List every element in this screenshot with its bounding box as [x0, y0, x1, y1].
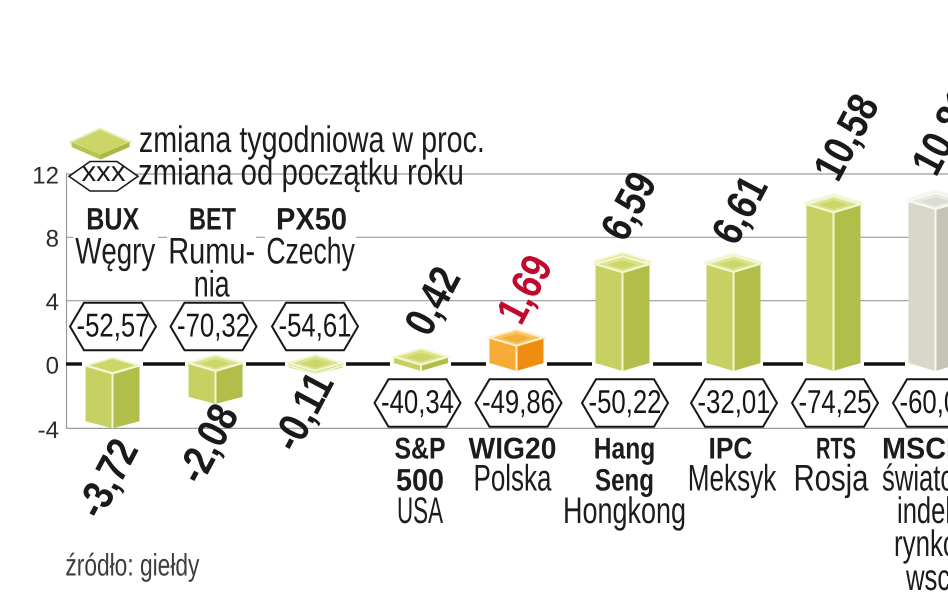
svg-text:-60,02: -60,02 [900, 383, 948, 420]
svg-text:PX50: PX50 [276, 202, 347, 237]
svg-text:Seng: Seng [595, 463, 654, 498]
svg-text:-32,01: -32,01 [698, 383, 771, 420]
svg-text:4: 4 [46, 289, 59, 316]
svg-text:-49,86: -49,86 [482, 383, 555, 420]
svg-text:0: 0 [46, 353, 59, 380]
svg-text:xxx: xxx [82, 156, 126, 187]
svg-text:BET: BET [189, 202, 236, 237]
svg-text:Rumu-: Rumu- [168, 231, 255, 272]
svg-text:BUX: BUX [86, 202, 139, 237]
svg-text:S&P: S&P [395, 433, 446, 466]
svg-text:Meksyk: Meksyk [688, 458, 777, 499]
svg-text:zmiana tygodniowa w proc.: zmiana tygodniowa w proc. [139, 119, 485, 160]
svg-text:RTS: RTS [816, 433, 856, 466]
svg-text:-54,61: -54,61 [279, 306, 352, 343]
svg-text:nia: nia [194, 264, 230, 305]
svg-text:Czechy: Czechy [266, 231, 355, 272]
svg-text:Hongkong: Hongkong [563, 490, 686, 531]
svg-text:światowy: światowy [882, 458, 948, 499]
svg-text:Polska: Polska [474, 458, 552, 499]
svg-text:źródło: giełdy: źródło: giełdy [65, 547, 199, 582]
svg-text:USA: USA [397, 490, 443, 531]
svg-text:Hang: Hang [594, 433, 656, 466]
svg-text:wschodzących: wschodzących [905, 557, 948, 593]
svg-text:Rosja: Rosja [794, 458, 869, 499]
svg-text:12: 12 [32, 163, 59, 190]
svg-text:500: 500 [396, 463, 444, 498]
svg-text:8: 8 [46, 226, 59, 253]
svg-text:-70,32: -70,32 [177, 306, 250, 343]
svg-text:-50,22: -50,22 [589, 383, 662, 420]
svg-text:zmiana od początku roku: zmiana od początku roku [138, 152, 464, 193]
svg-text:-4: -4 [38, 417, 59, 444]
svg-text:WIG20: WIG20 [469, 433, 557, 466]
svg-text:-74,25: -74,25 [799, 383, 872, 420]
svg-text:MSCI: MSCI [882, 433, 948, 466]
svg-text:rynków: rynków [894, 523, 948, 564]
svg-text:-40,34: -40,34 [381, 383, 454, 420]
svg-text:indeks: indeks [897, 490, 948, 531]
svg-text:Węgry: Węgry [75, 231, 155, 272]
svg-text:-52,57: -52,57 [77, 306, 150, 343]
svg-text:IPC: IPC [709, 433, 753, 466]
